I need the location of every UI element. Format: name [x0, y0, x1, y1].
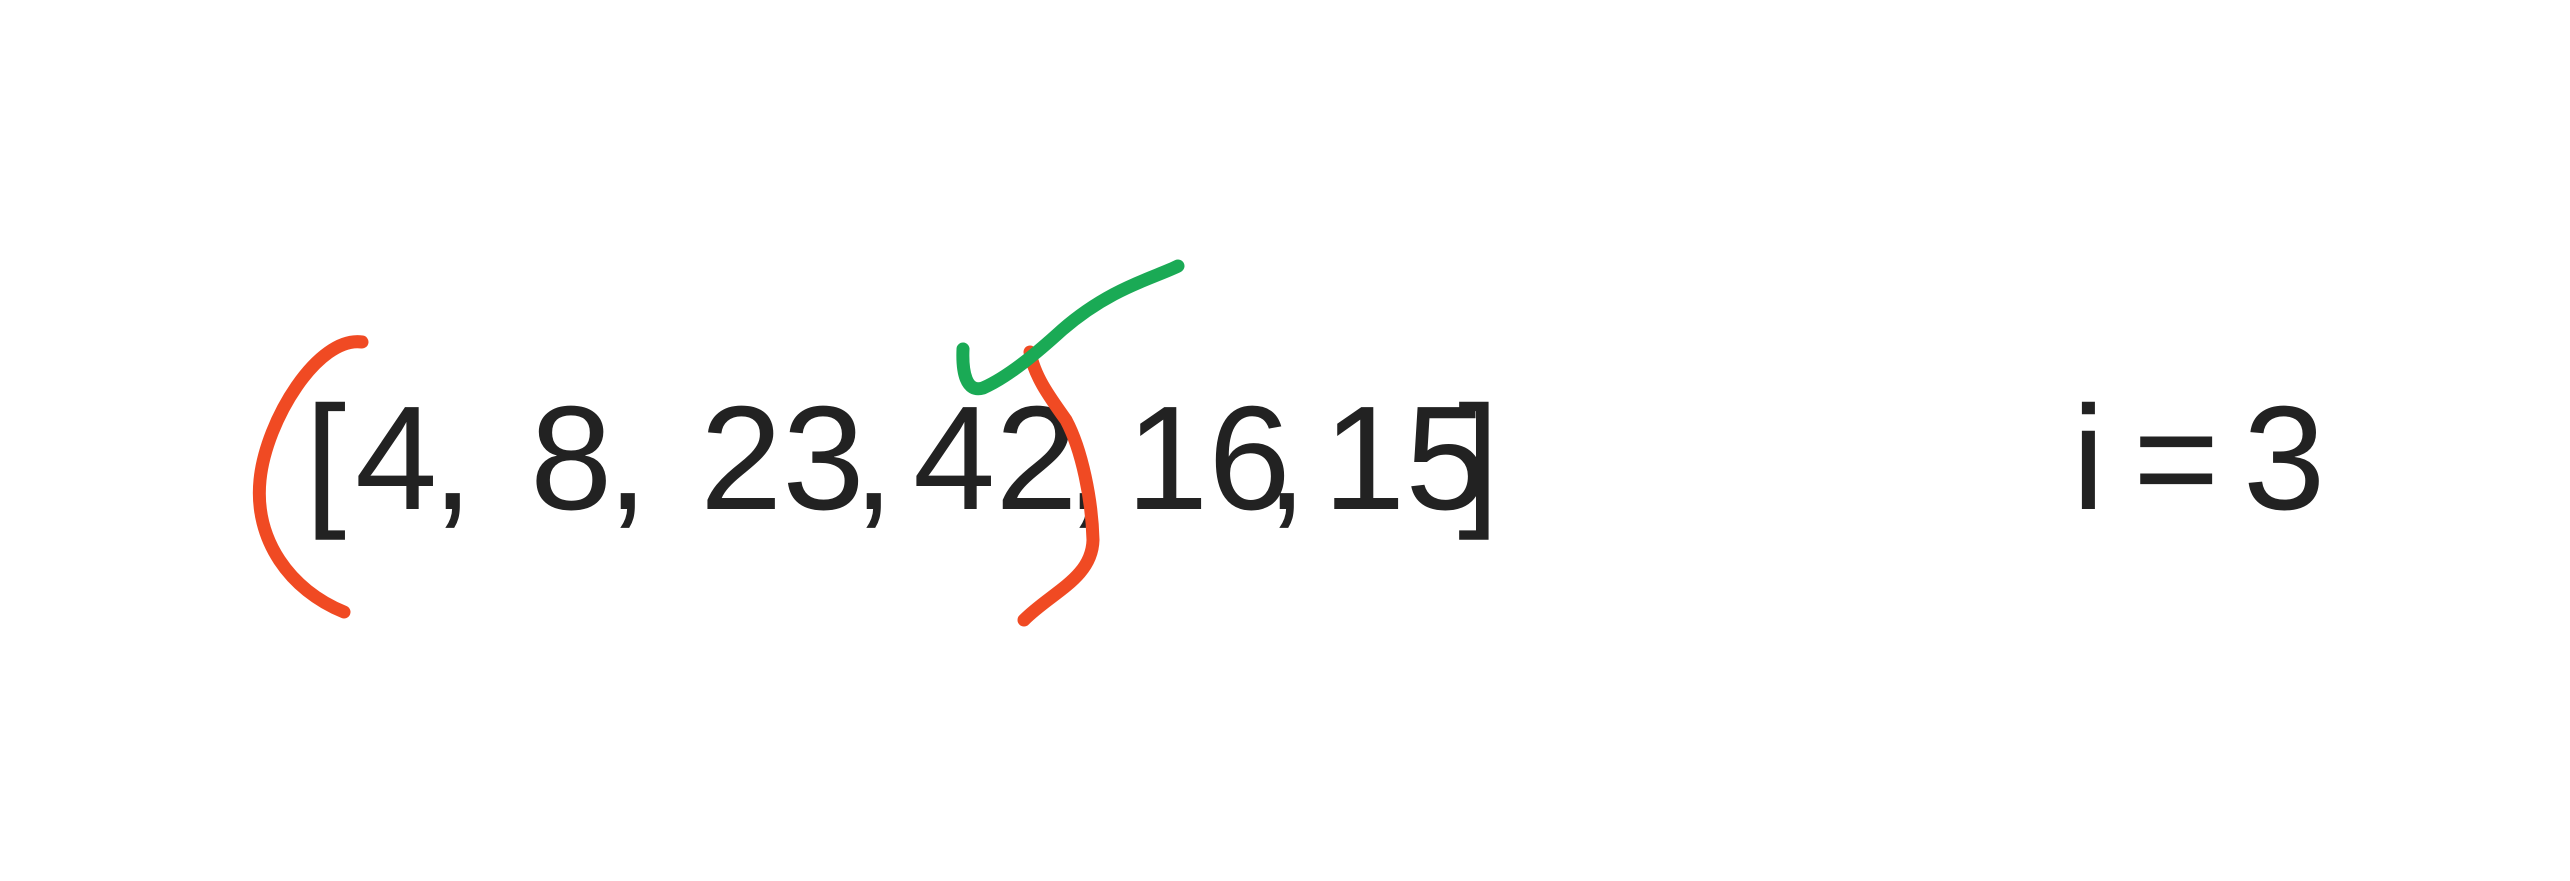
array-item-value: 4 [355, 376, 438, 541]
array-separator: , [1066, 376, 1108, 541]
array-separator: , [853, 376, 895, 541]
open-bracket: [ [305, 376, 347, 541]
array-separator: , [607, 376, 649, 541]
close-bracket: ] [1458, 376, 1500, 541]
array-item-value: 15 [1323, 376, 1488, 541]
index-variable: i [2072, 376, 2105, 541]
array-item-value: 42 [913, 376, 1078, 541]
array-item-value: 16 [1126, 376, 1291, 541]
array-item-value: 23 [700, 376, 865, 541]
array-separator: , [1266, 376, 1308, 541]
array-separator: , [432, 376, 474, 541]
array-item-value: 8 [530, 376, 613, 541]
index-equals-sign: = [2133, 376, 2220, 541]
index-value: 3 [2243, 376, 2326, 541]
checkmark-icon [956, 259, 1185, 396]
